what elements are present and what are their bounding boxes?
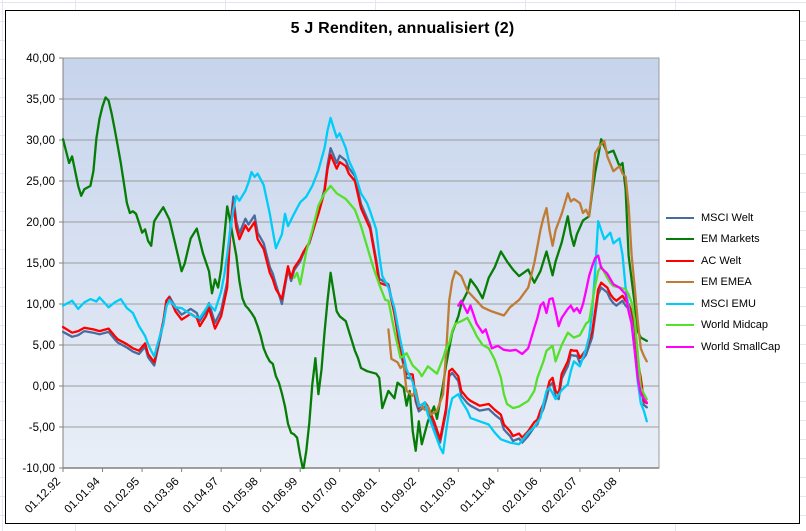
legend-line-sample <box>666 345 694 348</box>
x-tick-label: 01.06.99 <box>260 476 300 516</box>
x-tick-label: 02.01.06 <box>500 476 540 516</box>
x-tick-label: 01.01.94 <box>63 475 104 516</box>
legend-label: EM Markets <box>701 233 760 245</box>
series-line-world-smallcap <box>457 254 648 404</box>
legend-label: EM EMEA <box>701 276 752 288</box>
series-line-em-emea <box>387 139 648 416</box>
chart-title: 5 J Renditen, annualisiert (2) <box>290 20 515 37</box>
legend-line-sample <box>666 281 694 283</box>
x-tick-label: 01.11.04 <box>458 475 498 515</box>
y-tick-label: 40,00 <box>26 53 55 65</box>
worksheet-gridline <box>2 0 3 531</box>
y-tick-label: 0,00 <box>33 381 55 393</box>
legend-item: MSCI EMU <box>666 297 780 310</box>
x-tick-label: 01.03.96 <box>142 476 182 516</box>
legend-item: AC Welt <box>666 254 780 267</box>
legend-item: MSCI Welt <box>666 211 780 224</box>
x-tick-label: 01.04.97 <box>181 476 221 516</box>
legend-item: World SmallCap <box>666 340 780 353</box>
legend-label: MSCI EMU <box>701 297 756 310</box>
legend-line-sample <box>666 216 694 219</box>
x-tick-label: 01.12.92 <box>23 476 63 516</box>
y-tick-label: -5,00 <box>29 422 55 434</box>
y-tick-label: 5,00 <box>33 340 55 352</box>
y-tick-label: -10,00 <box>22 463 55 475</box>
legend-line-sample <box>666 324 694 326</box>
x-tick-label: 01.09.02 <box>379 476 419 516</box>
x-tick-label: 02.03.08 <box>579 476 619 516</box>
y-tick-label: 15,00 <box>26 258 55 270</box>
y-tick-label: 30,00 <box>26 135 55 147</box>
y-tick-label: 25,00 <box>26 176 55 188</box>
legend-label: World Midcap <box>701 319 769 331</box>
y-tick-label: 10,00 <box>26 299 55 311</box>
x-tick-label: 02.02.07 <box>540 476 580 516</box>
legend-line-sample <box>666 302 694 305</box>
y-tick-label: 35,00 <box>26 94 55 106</box>
y-tick-label: 20,00 <box>26 217 55 229</box>
legend-line-sample <box>666 238 694 240</box>
legend: MSCI Welt EM Markets AC Welt EM EMEA MSCI EM… <box>666 211 780 353</box>
series-line-msci-emu <box>62 116 648 455</box>
x-tick-label: 01.02.95 <box>102 476 142 516</box>
series-line-em-markets <box>62 96 648 469</box>
series-group <box>62 96 648 469</box>
chart-plot: 40,00 35,00 30,00 25,00 20,00 15,00 10,00 5,00 0… <box>22 53 660 516</box>
x-tick-label: 01.10.03 <box>418 476 458 516</box>
legend-item: EM EMEA <box>666 276 780 289</box>
legend-item: EM Markets <box>666 233 780 246</box>
worksheet-gridline <box>0 2 806 3</box>
x-tick-label: 01.08.01 <box>339 476 379 516</box>
chart-object[interactable]: 40,00 35,00 30,00 25,00 20,00 15,00 10,00 5,00 0… <box>5 10 800 524</box>
legend-label: MSCI Welt <box>701 211 754 224</box>
legend-label: AC Welt <box>701 254 742 267</box>
legend-line-sample <box>666 259 694 262</box>
x-tick-label: 01.05.98 <box>221 476 261 516</box>
series-line-world-midcap <box>292 184 648 410</box>
x-tick-label: 01.07.00 <box>300 476 340 516</box>
series-line-ac-welt <box>62 153 648 441</box>
legend-item: World Midcap <box>666 319 780 332</box>
legend-label: World SmallCap <box>701 340 781 353</box>
